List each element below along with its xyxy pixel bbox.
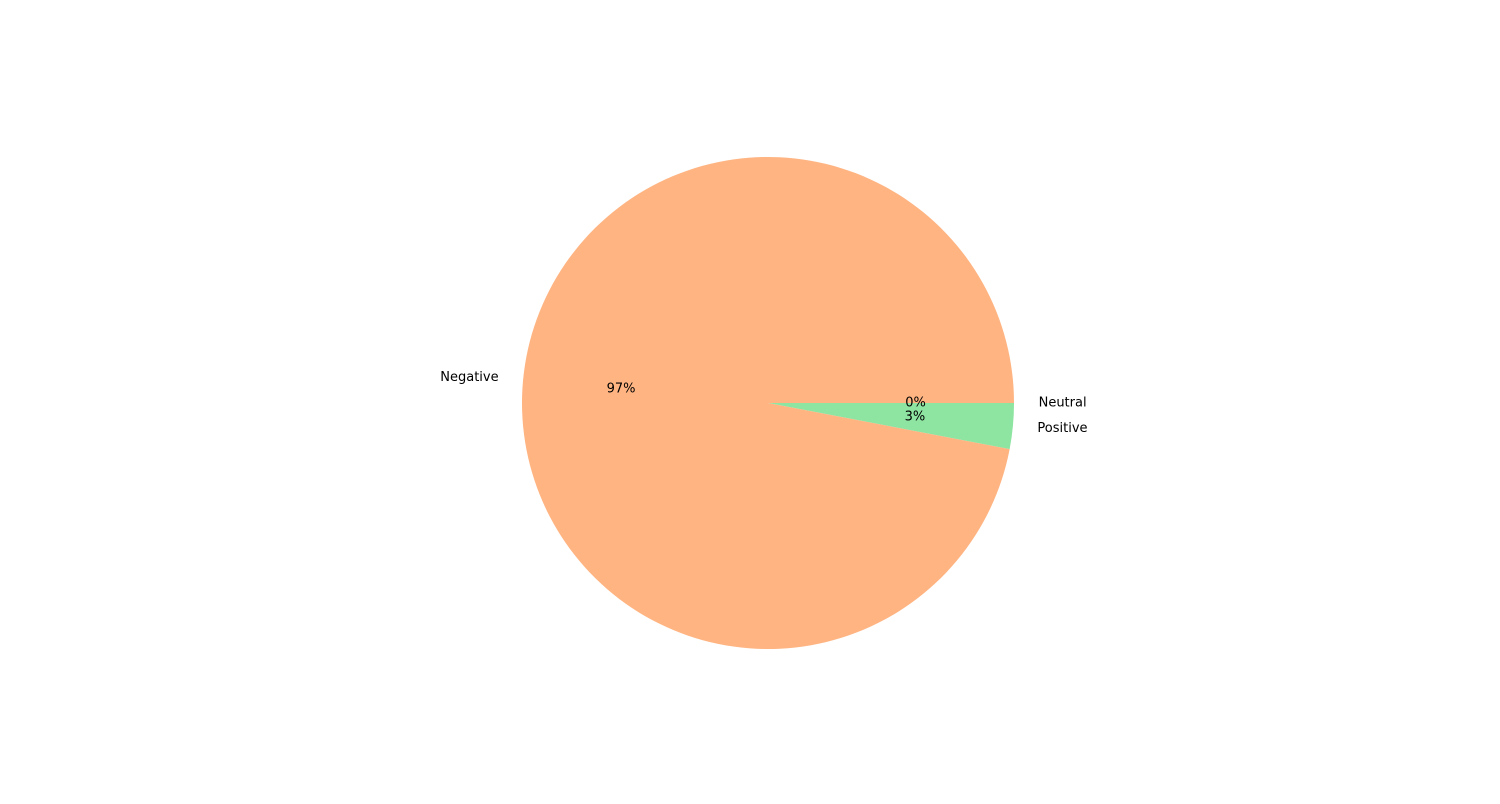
slice-percent-positive: 3% (905, 409, 926, 424)
slice-label-negative: Negative (440, 370, 498, 385)
pie-slice-positive (768, 403, 1014, 450)
pie-slices (521, 156, 1014, 649)
slice-percent-neutral: 0% (905, 396, 926, 411)
pie-slice-negative (521, 156, 1014, 649)
slice-label-neutral: Neutral (1039, 396, 1087, 411)
slice-label-positive: Positive (1037, 421, 1087, 436)
pie-labels: Neutral 0% Positive 3% Negative 97% (440, 370, 1087, 436)
slice-percent-negative: 97% (607, 382, 636, 397)
